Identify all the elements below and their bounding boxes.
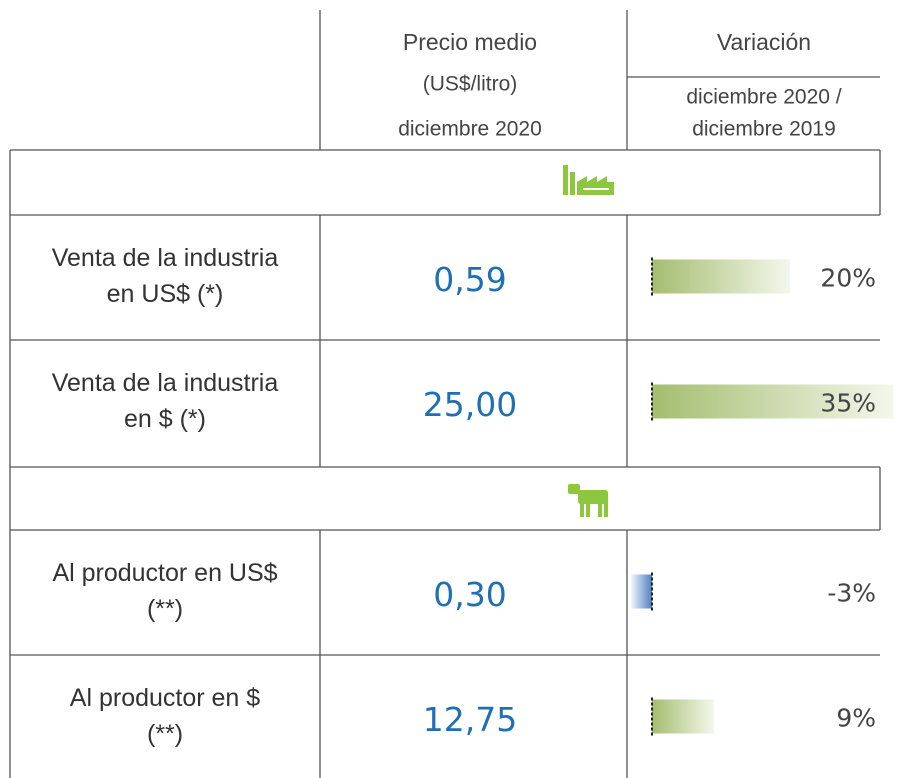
variation-label: 9% — [836, 704, 876, 733]
price: 0,30 — [433, 575, 506, 614]
variation-label: 20% — [820, 264, 876, 293]
variation-label: 35% — [820, 389, 876, 418]
row-label: (**) — [147, 595, 183, 623]
price: 12,75 — [423, 700, 517, 739]
header-period: diciembre 2019 — [692, 118, 836, 141]
variation-label: -3% — [827, 579, 876, 608]
variation-bar — [652, 259, 790, 294]
header-price: (US$/litro) — [423, 73, 518, 96]
header-period: diciembre 2020 / — [686, 86, 841, 109]
row-label: Venta de la industria — [52, 244, 279, 272]
header-price: diciembre 2020 — [398, 118, 542, 141]
row-label: Venta de la industria — [52, 369, 279, 397]
factory-icon — [563, 165, 614, 195]
row-label: en $ (*) — [124, 405, 206, 433]
variation-bar — [631, 574, 652, 609]
header-price: Precio medio — [403, 29, 537, 55]
row-label: (**) — [147, 720, 183, 748]
row-label: Al productor en $ — [70, 684, 260, 712]
header-variation: Variación — [717, 29, 811, 55]
price: 25,00 — [423, 385, 517, 424]
variation-bar — [652, 384, 894, 419]
row-label: en US$ (*) — [107, 280, 224, 308]
price: 0,59 — [433, 260, 506, 299]
variation-bar — [652, 699, 715, 734]
row-label: Al productor en US$ — [52, 559, 277, 587]
cow-icon — [568, 484, 608, 517]
grid — [9, 10, 881, 778]
